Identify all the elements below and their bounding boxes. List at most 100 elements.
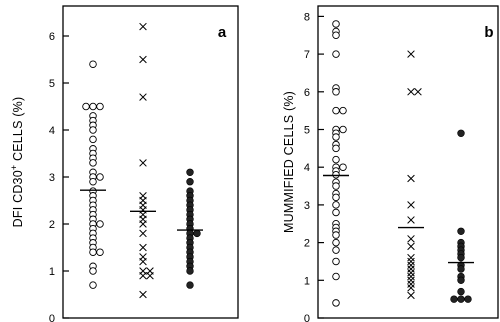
cross-stroke [407,280,415,288]
data-point-cross [407,253,415,262]
data-point-open [96,102,104,111]
cross-stroke [407,265,415,273]
cross-stroke [407,291,415,300]
data-point-cross [407,265,415,273]
panel-a-marks [80,22,203,299]
panel-a-label: a [218,24,227,41]
data-point-cross [407,50,415,58]
ytick-label: 6 [49,31,55,43]
data-point-cross [139,93,147,101]
data-point-open [339,125,347,134]
data-point-open [332,246,340,254]
ytick-label: 0 [49,313,55,322]
data-point-open [332,238,340,247]
cross-stroke [407,201,415,209]
data-point-cross [139,257,147,266]
data-point-open [89,126,97,134]
cross-stroke [146,271,154,280]
data-point-open [96,173,104,181]
data-point-cross [139,55,147,64]
cross-stroke [139,93,147,101]
panel-b-yaxis: 0 1 2 3 4 5 6 7 8 [304,11,324,322]
data-point-filled [464,295,472,303]
panel-a-frame [62,5,239,319]
data-point-open [332,31,340,40]
data-point-filled [186,267,194,275]
data-point-open [332,50,340,58]
panel-a: DFI CD30+ CELLS (%) a 0 1 2 3 4 5 6 [9,5,239,322]
cross-stroke [139,271,147,280]
panel-a-ylabel-main: DFI CD30 [11,170,25,227]
data-point-cross [407,174,415,183]
data-point-open [332,208,340,217]
data-point-filled [457,227,465,235]
ytick-label: 5 [304,125,310,137]
ytick-label: 2 [49,219,55,231]
data-point-open [332,193,340,202]
data-point-cross [407,284,415,292]
data-point-open [96,248,104,256]
data-point-open [332,231,340,239]
ytick-label: 8 [304,11,310,23]
ytick-label: 5 [49,78,55,90]
data-point-filled [457,287,465,296]
ytick-label: 6 [304,87,310,99]
data-point-cross [407,257,415,266]
cross-stroke [139,159,147,167]
cross-stroke [139,229,147,238]
data-point-filled [457,253,465,262]
ytick-label: 7 [304,49,310,61]
data-point-filled [457,265,465,273]
data-point-open [332,170,340,179]
data-point-filled [193,229,201,238]
ytick-label: 3 [304,200,310,212]
data-point-cross [146,271,154,280]
data-point-filled [457,129,465,137]
panel-b-label: b [484,24,493,41]
data-point-open [339,163,347,171]
panel-a-yaxis: 0 1 2 3 4 5 6 [49,31,69,322]
data-point-cross [139,22,147,31]
cross-stroke [414,88,422,96]
data-point-cross [407,272,415,281]
data-point-open [332,299,340,307]
panel-a-ylabel-rest: CELLS (%) [11,97,25,165]
cross-stroke [139,290,147,299]
cross-stroke [139,22,147,31]
data-point-cross [407,88,415,96]
cross-stroke [139,257,147,266]
cross-stroke [407,269,415,277]
cross-stroke [407,216,415,224]
data-point-cross [139,243,147,252]
data-point-open [332,182,340,190]
cross-stroke [407,88,415,96]
data-point-open [89,177,97,186]
data-point-cross [139,220,147,228]
cross-stroke [407,284,415,292]
panel-a-ylabel: DFI CD30+ CELLS (%) [9,97,25,228]
panel-a-ylabel-sup: + [9,165,19,170]
data-point-filled [457,295,465,303]
panel-b-ylabel: MUMMIFIED CELLS (%) [282,91,296,233]
data-point-open [89,248,97,256]
data-point-cross [139,159,147,167]
ytick-label: 0 [304,313,310,322]
data-point-open [89,60,97,68]
data-point-filled [186,168,194,177]
data-point-cross [407,216,415,224]
ytick-label: 4 [49,125,55,137]
data-point-open [332,144,340,153]
data-point-open [96,220,104,228]
ytick-label: 1 [304,275,310,287]
data-point-open [332,257,340,266]
data-point-cross [407,276,415,285]
data-point-cross [407,280,415,288]
panel-b-frame [317,5,499,319]
cross-stroke [407,253,415,262]
data-point-open [332,106,340,115]
data-point-open [332,88,340,96]
data-point-cross [407,261,415,269]
cross-stroke [407,242,415,251]
data-point-open [89,267,97,275]
